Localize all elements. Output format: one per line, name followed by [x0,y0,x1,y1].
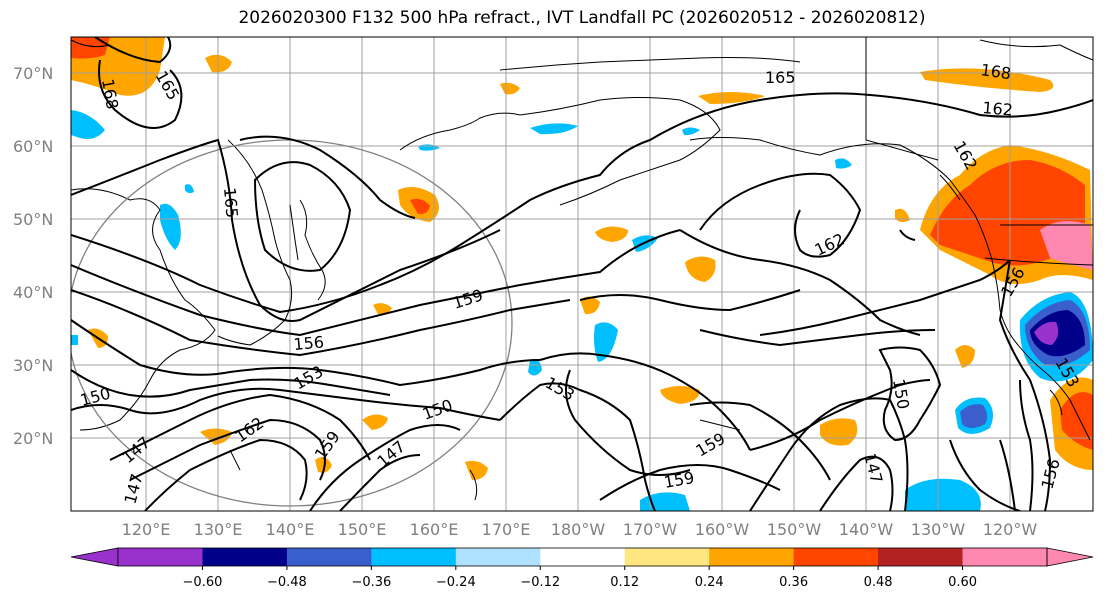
lon-label: 170°W [623,520,678,539]
colorbar-extension-low [70,547,119,567]
colorbar-tick-label: 0.24 [695,575,724,590]
colorbar-segment [202,548,288,566]
lon-label: 140°E [266,520,315,539]
contour-label: 156 [293,332,325,354]
map-plot-area: 165 168 165 168 165 162 162 162 159 156 … [71,37,1093,511]
colorbar: −0.60 −0.48 −0.36 −0.24 −0.12 0.12 0.24 0.36 0.4… [70,547,1094,590]
colorbar-tick-label: −0.24 [436,575,476,590]
colorbar-tick-label: 0.12 [610,575,639,590]
lon-label: 120°E [122,520,171,539]
lat-label-30n: 30°N [13,356,53,375]
graticule [71,37,1093,511]
lon-label: 140°W [839,520,894,539]
colorbar-segment [455,548,541,566]
latitude-labels: 70°N 60°N 50°N 40°N 30°N 20°N [13,64,53,448]
lon-label: 120°W [983,520,1038,539]
contour-label: 165 [220,187,242,219]
colorbar-tick-label: 0.36 [779,575,808,590]
colorbar-outline [117,547,1048,567]
lat-label-40n: 40°N [13,283,53,302]
colorbar-segment [286,548,372,566]
colorbar-tick-label: 0.48 [864,575,893,590]
lon-label: 130°E [194,520,243,539]
longitude-labels: 120°E 130°E 140°E 150°E 160°E 170°E 180°… [122,520,1038,539]
height-contours [71,37,1093,511]
colorbar-tick-label: −0.60 [183,575,223,590]
colorbar-tick-label: 0.60 [948,575,977,590]
map-title: 2026020300 F132 500 hPa refract., IVT La… [238,8,926,28]
colorbar-segment [371,548,457,566]
colorbar-tick-label: −0.12 [520,575,560,590]
colorbar-extension-high [1046,547,1094,567]
contour-label: 162 [982,98,1014,120]
colorbar-tick-label: −0.36 [351,575,391,590]
lon-label: 160°W [695,520,750,539]
lat-label-20n: 20°N [13,429,53,448]
colorbar-segment [624,548,710,566]
lon-label: 150°W [767,520,822,539]
lat-label-70n: 70°N [13,64,53,83]
colorbar-segment [540,548,626,566]
lon-label: 150°E [338,520,387,539]
contour-label: 165 [765,68,796,87]
lat-label-60n: 60°N [13,137,53,156]
lon-label: 180°W [551,520,606,539]
colorbar-segment [878,548,964,566]
colorbar-segment [118,548,203,566]
colorbar-segment [709,548,795,566]
colorbar-tick-label: −0.48 [267,575,307,590]
lon-label: 160°E [410,520,459,539]
colorbar-segment [962,548,1048,566]
lon-label: 170°E [482,520,531,539]
anomaly-shading [71,37,1093,511]
lon-label: 130°W [911,520,966,539]
colorbar-segment [793,548,879,566]
plot-frame [70,36,1094,512]
contour-label: 168 [979,60,1012,83]
lat-label-50n: 50°N [13,210,53,229]
coastlines [71,37,1093,501]
